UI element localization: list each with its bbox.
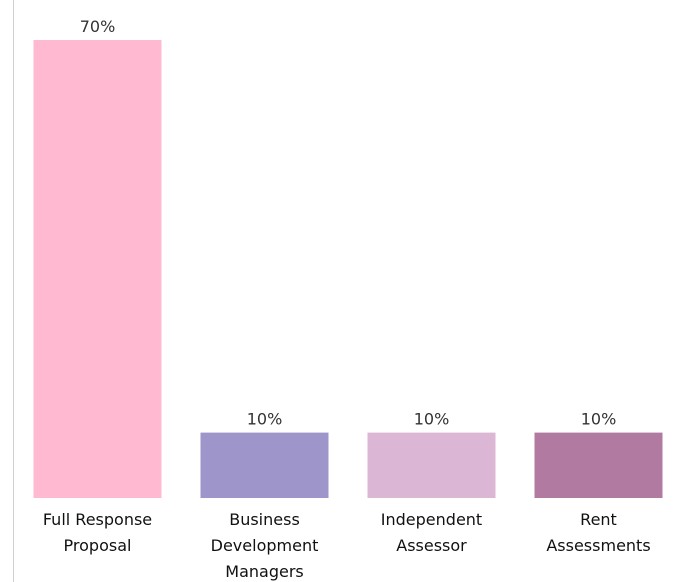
category-label-line: Proposal (64, 536, 132, 555)
labels-group: 70% Full Response Proposal 10% Business Devel… (43, 17, 651, 581)
bar-1 (33, 40, 162, 498)
category-label-line: Development (211, 536, 319, 555)
bar-2 (200, 432, 329, 498)
value-label-4: 10% (581, 410, 617, 429)
bars-group (33, 40, 663, 498)
category-label-line: Managers (225, 562, 303, 581)
category-label-line: Full Response (43, 510, 152, 529)
category-label-line: Assessments (546, 536, 650, 555)
category-label-line: Assessor (396, 536, 467, 555)
value-label-2: 10% (247, 410, 283, 429)
category-label-1: Full Response Proposal (43, 510, 152, 555)
value-label-1: 70% (80, 17, 116, 36)
category-label-4: Rent Assessments (546, 510, 650, 555)
bar-4 (534, 432, 663, 498)
category-label-line: Rent (580, 510, 617, 529)
bar-3 (367, 432, 496, 498)
category-label-line: Business (229, 510, 300, 529)
value-label-3: 10% (414, 410, 450, 429)
category-label-line: Independent (381, 510, 482, 529)
category-label-3: Independent Assessor (381, 510, 482, 555)
category-label-2: Business Development Managers (211, 510, 319, 581)
